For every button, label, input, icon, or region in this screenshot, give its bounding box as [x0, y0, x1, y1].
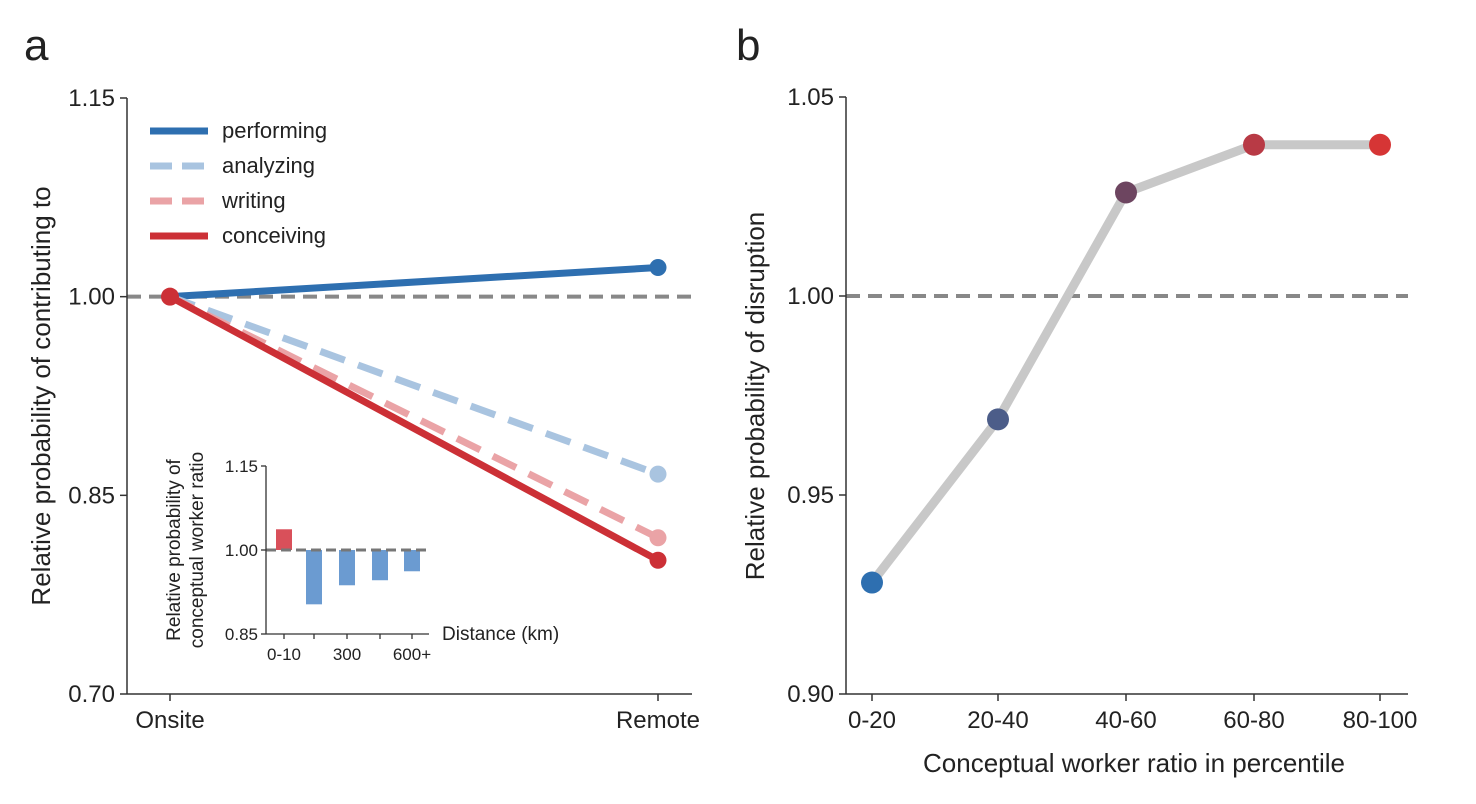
- panel-b-point-40-60: [1115, 181, 1137, 204]
- legend-label-performing: performing: [222, 118, 327, 143]
- panel-b-chart: 0.90 0.95 1.00 1.05 0-20 20-40 40-60 60-80 80-10…: [740, 84, 1417, 778]
- series-conceiving-point-remote: [649, 551, 667, 569]
- panel-b-y-tick-label: 1.00: [787, 283, 834, 310]
- inset-bar-4: [372, 550, 388, 581]
- series-conceiving-line: [168, 293, 660, 564]
- panel-a-label: a: [24, 21, 49, 70]
- legend-label-analyzing: analyzing: [222, 153, 315, 178]
- series-writing-point-remote: [649, 529, 667, 547]
- inset-y-tick-label: 0.85: [225, 625, 258, 644]
- panel-b-x-tick-label-20-40: 20-40: [967, 707, 1028, 734]
- panel-b-x-tick-label-60-80: 60-80: [1223, 707, 1284, 734]
- panel-b-series-line: [867, 140, 1385, 588]
- panel-b-point-60-80: [1243, 133, 1265, 156]
- panel-a-onsite-common-point: [161, 287, 179, 306]
- inset-y-tick-label: 1.15: [225, 457, 258, 476]
- series-analyzing-point-remote: [649, 465, 667, 483]
- inset-y-axis-title-line2: conceptual worker ratio: [187, 452, 208, 648]
- inset-x-tick-label-600-: 600+: [393, 645, 431, 664]
- legend-label-conceiving: conceiving: [222, 223, 326, 248]
- inset-x-tick-label-300: 300: [333, 645, 361, 664]
- inset-y-tick-label: 1.00: [225, 541, 258, 560]
- panel-a-x-tick-label-remote: Remote: [616, 707, 700, 734]
- panel-b-y-axis-title: Relative probability of disruption: [740, 212, 770, 581]
- panel-a-chart: 0.70 0.85 1.00 1.15 Onsite Remote performing a…: [26, 85, 700, 734]
- panel-b-x-tick-label-80-100: 80-100: [1343, 707, 1418, 734]
- inset-y-axis-title-line1: Relative probability of: [164, 458, 185, 640]
- panel-a-y-tick-label: 0.70: [68, 681, 115, 708]
- panel-b-point-20-40: [987, 408, 1009, 431]
- panel-b-point-0-20: [861, 571, 883, 594]
- inset-x-tick-label-0-10: 0-10: [267, 645, 301, 664]
- panel-b-y-tick-label: 1.05: [787, 84, 834, 111]
- panel-b-x-tick-label-0-20: 0-20: [848, 707, 896, 734]
- panel-a-y-axis-title: Relative probability of contributing to: [26, 186, 56, 605]
- panel-a-x-tick-label-onsite: Onsite: [135, 707, 204, 734]
- panel-a-y-tick-label: 1.00: [68, 284, 115, 311]
- inset-bar-1: [276, 529, 292, 550]
- panel-b-x-axis-title: Conceptual worker ratio in percentile: [923, 748, 1345, 778]
- inset-bar-3: [339, 550, 355, 586]
- panel-b-x-tick-label-40-60: 40-60: [1095, 707, 1156, 734]
- series-performing-line: [169, 264, 659, 301]
- inset-bar-5: [404, 550, 420, 572]
- panel-a-inset-chart: 0.85 1.00 1.15 0-10 300 600+ Relative probabi…: [164, 452, 559, 664]
- series-analyzing-line: [168, 293, 660, 478]
- series-performing-point-remote: [649, 259, 667, 277]
- panel-b-point-80-100: [1369, 133, 1391, 156]
- panel-b-y-tick-label: 0.90: [787, 681, 834, 708]
- panel-a-y-tick-label: 1.15: [68, 85, 115, 112]
- panel-b-label: b: [736, 21, 760, 70]
- legend-label-writing: writing: [221, 188, 286, 213]
- panel-b-y-tick-label: 0.95: [787, 482, 834, 509]
- inset-x-axis-title: Distance (km): [442, 624, 559, 645]
- inset-bar-2: [306, 550, 322, 605]
- panel-a-y-tick-label: 0.85: [68, 482, 115, 509]
